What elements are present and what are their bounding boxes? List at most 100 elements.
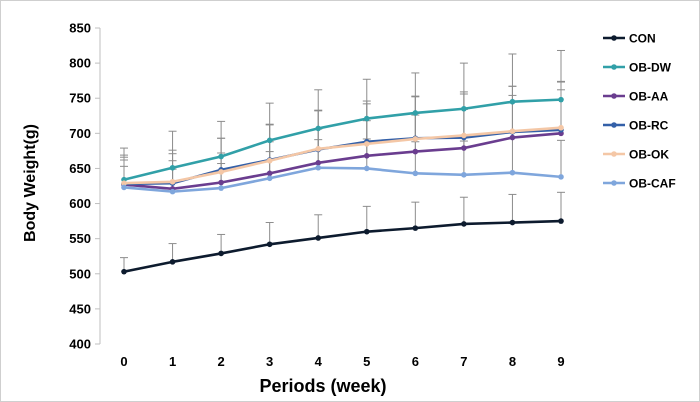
data-point — [169, 259, 176, 265]
legend-marker — [611, 180, 617, 186]
data-point — [509, 219, 516, 226]
data-point — [363, 165, 370, 172]
data-point — [412, 170, 419, 177]
data-point — [315, 235, 322, 241]
series-layer — [120, 49, 565, 275]
data-point — [315, 145, 322, 152]
data-point — [315, 164, 322, 171]
data-point — [509, 169, 516, 176]
data-point — [266, 170, 273, 177]
legend-label: OB-RC — [629, 119, 669, 133]
legend-entry-ob-ok: OB-OK — [603, 148, 669, 162]
data-point — [169, 188, 176, 195]
data-point — [461, 171, 467, 178]
data-point — [558, 174, 564, 180]
series-line — [123, 126, 562, 185]
x-tick-label: 4 — [315, 354, 323, 369]
data-point — [509, 128, 516, 135]
x-axis-title: Periods (week) — [259, 376, 386, 396]
legend-label: OB-OK — [629, 148, 669, 162]
series-ob-ok — [121, 124, 564, 186]
data-point — [509, 98, 516, 105]
x-tick-label: 7 — [460, 354, 467, 369]
data-point — [218, 153, 224, 160]
y-tick-label: 600 — [69, 196, 91, 211]
legend-label: OB-AA — [629, 90, 669, 104]
y-tick-label: 450 — [69, 301, 91, 316]
data-point — [315, 125, 322, 132]
data-point — [121, 268, 127, 275]
data-point — [461, 105, 467, 112]
data-point — [218, 250, 224, 257]
x-tick-label: 1 — [169, 354, 176, 369]
data-point — [121, 180, 127, 186]
data-point — [169, 178, 176, 185]
legend-marker — [611, 35, 617, 41]
series-line — [123, 98, 562, 181]
legend: CON OB-DW OB-AA OB-RC OB-OK OB-CAF — [603, 32, 676, 191]
x-tick-label: 0 — [120, 354, 127, 369]
legend-label: CON — [629, 32, 656, 46]
data-point — [558, 218, 564, 224]
legend-label: OB-CAF — [629, 177, 676, 191]
series-ob-aa — [121, 130, 564, 192]
data-point — [412, 148, 419, 155]
data-point — [218, 179, 224, 186]
data-point — [218, 185, 224, 191]
data-point — [412, 225, 419, 231]
data-point — [461, 132, 467, 139]
legend-marker — [611, 122, 617, 128]
data-point — [558, 124, 564, 131]
data-point — [266, 157, 273, 164]
series-ob-caf — [121, 164, 564, 195]
y-tick-label: 500 — [69, 266, 91, 281]
x-tick-label: 9 — [557, 354, 564, 369]
x-tick-label: 3 — [266, 354, 273, 369]
data-point — [169, 164, 176, 171]
data-point — [363, 141, 370, 147]
y-tick-label: 650 — [69, 161, 91, 176]
data-point — [218, 169, 224, 175]
axes: 400 450 500 550 600 650 700 750 800 850 0 1 2 3 4 5 6 7 8 9 — [69, 21, 564, 370]
series-line — [123, 132, 562, 191]
series-con — [121, 218, 564, 275]
y-tick-label: 700 — [69, 126, 91, 141]
x-tick-label: 6 — [412, 354, 419, 369]
data-point — [412, 136, 419, 142]
data-point — [363, 115, 370, 122]
legend-marker — [611, 64, 617, 70]
series-line — [123, 128, 562, 186]
y-tick-label: 550 — [69, 231, 91, 246]
data-point — [266, 175, 273, 182]
data-point — [509, 134, 516, 141]
legend-label: OB-DW — [629, 61, 672, 75]
series-line — [123, 219, 562, 273]
x-tick-label: 5 — [363, 354, 370, 369]
legend-marker — [611, 93, 617, 99]
legend-entry-ob-caf: OB-CAF — [603, 177, 676, 191]
y-tick-label: 750 — [69, 91, 91, 106]
data-point — [461, 145, 467, 151]
y-axis-title: Body Weight(g) — [22, 124, 39, 242]
legend-entry-ob-dw: OB-DW — [603, 61, 672, 75]
legend-marker — [611, 151, 617, 157]
data-point — [315, 160, 322, 166]
data-point — [121, 184, 127, 191]
data-point — [363, 228, 370, 235]
y-tick-label: 400 — [69, 337, 91, 352]
data-point — [266, 137, 273, 144]
data-point — [558, 96, 564, 103]
data-point — [363, 153, 370, 159]
data-point — [266, 241, 273, 248]
series-line — [123, 166, 562, 193]
legend-entry-ob-aa: OB-AA — [603, 90, 669, 104]
legend-entry-ob-rc: OB-RC — [603, 119, 669, 133]
y-tick-label: 850 — [69, 21, 91, 36]
data-point — [412, 110, 419, 116]
x-tick-label: 2 — [217, 354, 224, 369]
legend-entry-con: CON — [603, 32, 656, 46]
x-tick-label: 8 — [509, 354, 516, 369]
data-point — [461, 221, 467, 227]
